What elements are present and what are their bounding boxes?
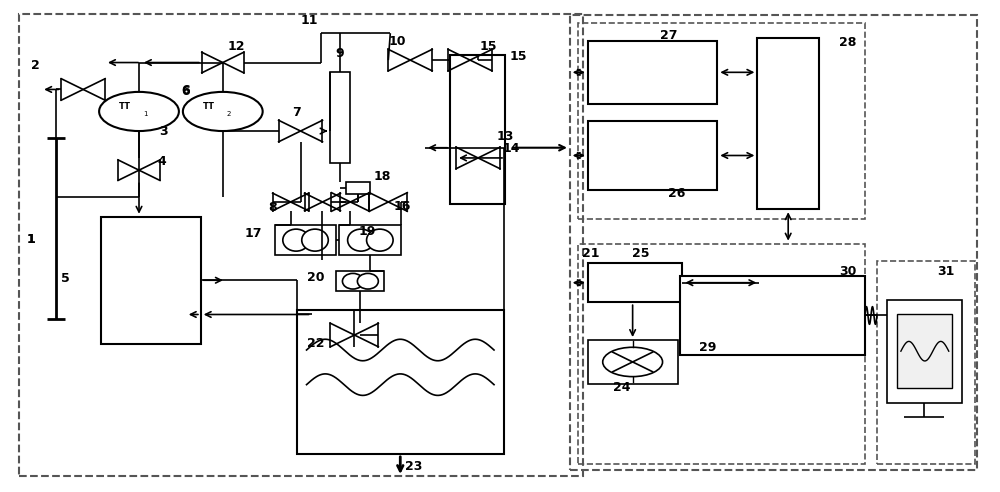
Text: 13: 13: [497, 130, 514, 143]
Text: 9: 9: [335, 47, 344, 60]
Circle shape: [183, 92, 263, 131]
Text: 4: 4: [157, 154, 166, 168]
Ellipse shape: [367, 229, 393, 251]
Text: 1: 1: [26, 233, 35, 246]
Text: TT: TT: [119, 101, 131, 111]
Text: 25: 25: [632, 246, 649, 260]
Bar: [297, 309, 504, 454]
Ellipse shape: [283, 229, 309, 251]
Bar: [450, 55, 505, 204]
Text: 22: 22: [307, 337, 324, 350]
Text: 15: 15: [480, 40, 498, 53]
Text: 1: 1: [143, 111, 147, 118]
Text: 23: 23: [405, 461, 423, 473]
Text: 11: 11: [301, 14, 318, 27]
Bar: [336, 272, 384, 291]
Text: 31: 31: [937, 265, 954, 278]
Bar: [101, 216, 201, 344]
Text: 16: 16: [393, 200, 411, 213]
Text: 12: 12: [228, 40, 245, 53]
Text: 3: 3: [159, 125, 168, 138]
Ellipse shape: [348, 229, 374, 251]
Bar: [346, 183, 370, 194]
Text: 19: 19: [358, 225, 376, 238]
Text: 10: 10: [388, 35, 406, 48]
Text: 6: 6: [181, 85, 190, 98]
Text: 26: 26: [668, 186, 685, 200]
Text: 2: 2: [227, 111, 231, 118]
Text: 2: 2: [31, 60, 40, 72]
Bar: [588, 40, 717, 104]
Text: TT: TT: [203, 101, 215, 111]
Bar: [275, 225, 336, 255]
Bar: [887, 300, 962, 402]
Text: 29: 29: [699, 340, 717, 354]
Text: 5: 5: [61, 272, 70, 285]
Bar: [330, 72, 350, 163]
Ellipse shape: [357, 274, 378, 289]
Bar: [588, 121, 717, 190]
Text: 1: 1: [26, 233, 35, 246]
Text: 8: 8: [269, 201, 277, 214]
Text: 18: 18: [373, 170, 391, 184]
Ellipse shape: [302, 229, 328, 251]
Text: 14: 14: [503, 143, 520, 155]
Text: 7: 7: [293, 106, 301, 119]
Text: 21: 21: [582, 246, 599, 260]
Text: 6: 6: [181, 84, 190, 97]
Bar: [588, 263, 682, 302]
Text: 20: 20: [307, 271, 324, 284]
Circle shape: [99, 92, 179, 131]
Text: 17: 17: [245, 227, 262, 240]
Bar: [877, 261, 975, 463]
Ellipse shape: [342, 274, 363, 289]
Text: 28: 28: [839, 36, 856, 49]
Bar: [680, 277, 865, 355]
Text: 24: 24: [613, 381, 630, 394]
Bar: [570, 15, 977, 470]
Bar: [19, 14, 583, 476]
Text: 27: 27: [660, 29, 677, 41]
Bar: [588, 340, 678, 384]
Text: 30: 30: [839, 265, 856, 278]
Bar: [339, 225, 401, 255]
Bar: [757, 38, 819, 209]
Bar: [578, 244, 865, 463]
Bar: [897, 314, 952, 388]
Bar: [578, 24, 865, 219]
Text: 15: 15: [510, 50, 527, 62]
